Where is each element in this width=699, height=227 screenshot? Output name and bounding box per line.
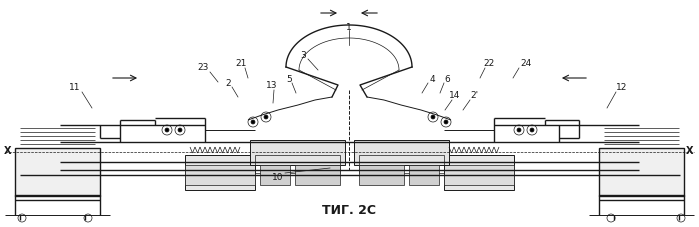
- Text: 10: 10: [272, 173, 284, 182]
- Text: X: X: [686, 146, 693, 156]
- Bar: [295, 165, 340, 185]
- Text: 21: 21: [236, 59, 247, 67]
- Bar: [15, 148, 100, 196]
- Circle shape: [431, 115, 435, 119]
- Bar: [444, 155, 514, 190]
- Text: 2: 2: [225, 79, 231, 87]
- Text: 11: 11: [69, 84, 81, 92]
- Circle shape: [444, 120, 448, 124]
- Circle shape: [264, 115, 268, 119]
- Text: 13: 13: [266, 81, 278, 91]
- Text: 6: 6: [444, 74, 450, 84]
- Bar: [409, 165, 439, 185]
- Text: 1: 1: [346, 22, 352, 32]
- Text: 12: 12: [617, 84, 628, 92]
- Bar: [185, 155, 255, 190]
- Bar: [354, 140, 449, 165]
- Circle shape: [251, 120, 255, 124]
- Text: 5: 5: [286, 74, 292, 84]
- Bar: [185, 165, 255, 185]
- Bar: [599, 148, 684, 196]
- Bar: [359, 155, 444, 173]
- Circle shape: [178, 128, 182, 132]
- Text: 14: 14: [449, 91, 461, 101]
- Text: 23: 23: [197, 64, 209, 72]
- Text: 24: 24: [520, 59, 532, 67]
- Text: 4: 4: [429, 74, 435, 84]
- Text: 2': 2': [470, 91, 478, 101]
- Bar: [255, 155, 340, 173]
- Text: X: X: [4, 146, 12, 156]
- Circle shape: [517, 128, 521, 132]
- Circle shape: [530, 128, 534, 132]
- Bar: [359, 165, 404, 185]
- Bar: [444, 165, 514, 185]
- Bar: [250, 140, 345, 165]
- Text: ΤИГ. 2C: ΤИГ. 2C: [322, 203, 376, 217]
- Circle shape: [165, 128, 169, 132]
- Text: 22: 22: [484, 59, 495, 67]
- Bar: [260, 165, 290, 185]
- Text: 3: 3: [300, 50, 306, 59]
